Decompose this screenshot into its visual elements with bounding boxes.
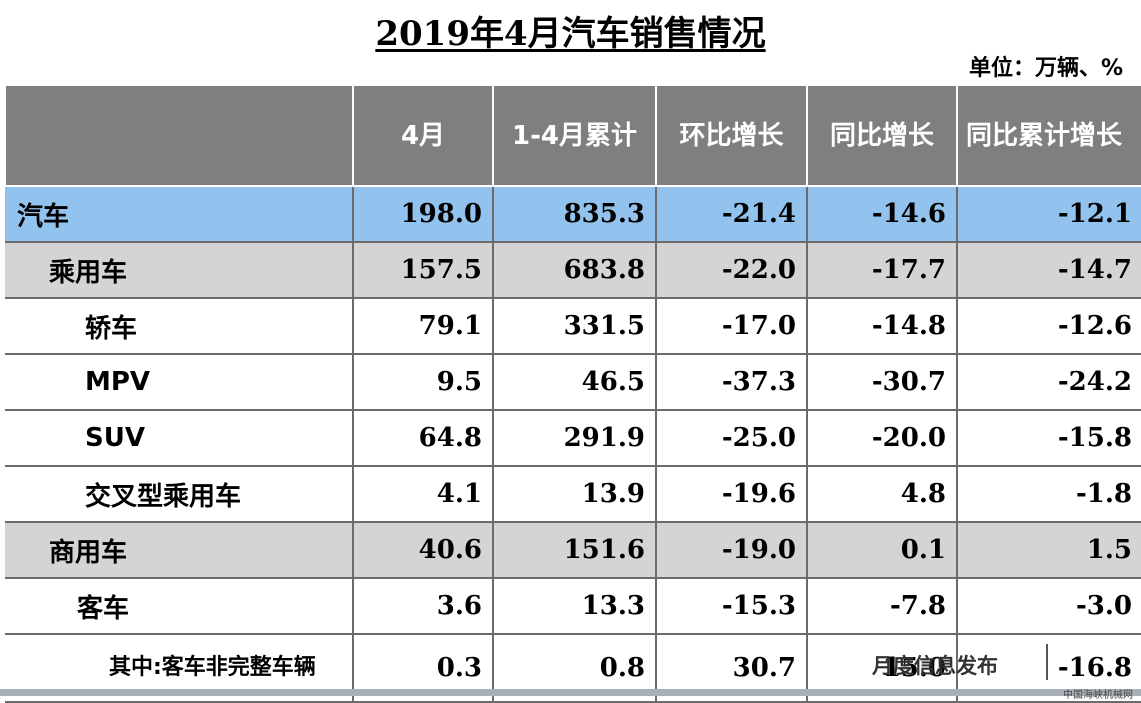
cell-cumulative: 291.9 — [492, 410, 656, 466]
table-row: 轿车 79.1 331.5 -17.0 -14.8 -12.6 — [5, 298, 1141, 354]
cell-april: 3.6 — [352, 578, 493, 634]
cell-april: 4.1 — [352, 466, 493, 522]
page-title: 2019年4月汽车销售情况 — [375, 14, 766, 54]
cell-mom: -37.3 — [655, 354, 807, 410]
cell-yoy: -14.8 — [806, 298, 957, 354]
cell-mom: -19.0 — [655, 522, 807, 578]
table-row: 客车 3.6 13.3 -15.3 -7.8 -3.0 — [5, 578, 1141, 634]
cell-yoy-cumulative: 1.5 — [956, 522, 1141, 578]
cell-cumulative: 46.5 — [492, 354, 656, 410]
cell-april: 79.1 — [352, 298, 493, 354]
bottom-bar — [0, 689, 1141, 696]
row-label: 客车 — [5, 578, 353, 634]
cell-cumulative: 331.5 — [492, 298, 656, 354]
cell-yoy-cumulative: -1.8 — [956, 466, 1141, 522]
cell-mom: -21.4 — [655, 186, 807, 242]
cell-yoy-cumulative: -12.1 — [956, 186, 1141, 242]
cell-yoy: 4.8 — [806, 466, 957, 522]
unit-label: 单位：万辆、% — [968, 56, 1123, 81]
cell-mom: -22.0 — [655, 242, 807, 298]
row-label: 乘用车 — [5, 242, 353, 298]
header-yoy-growth: 同比增长 — [806, 84, 958, 187]
cell-cumulative: 13.9 — [492, 466, 656, 522]
header-mom-growth: 环比增长 — [655, 84, 808, 187]
table-row: MPV 9.5 46.5 -37.3 -30.7 -24.2 — [5, 354, 1141, 410]
footer-label: 月度信息发布 — [872, 654, 998, 678]
row-label: 交叉型乘用车 — [5, 466, 353, 522]
cell-yoy: 0.1 — [806, 522, 957, 578]
sales-table: 4月 1-4月累计 环比增长 同比增长 同比累计增长 汽车 198.0 835.… — [4, 84, 1141, 703]
cell-yoy-cumulative: -12.6 — [956, 298, 1141, 354]
header-april: 4月 — [352, 84, 494, 187]
cell-yoy: -30.7 — [806, 354, 957, 410]
cell-cumulative: 835.3 — [492, 186, 656, 242]
table-row: 汽车 198.0 835.3 -21.4 -14.6 -12.1 — [5, 186, 1141, 242]
table-row: 商用车 40.6 151.6 -19.0 0.1 1.5 — [5, 522, 1141, 578]
header-yoy-cumulative-growth: 同比累计增长 — [956, 84, 1141, 187]
row-label: 商用车 — [5, 522, 353, 578]
cell-yoy-cumulative: -3.0 — [956, 578, 1141, 634]
header-category — [4, 84, 354, 187]
cell-april: 9.5 — [352, 354, 493, 410]
row-label: 轿车 — [5, 298, 353, 354]
header-jan-apr-cumulative: 1-4月累计 — [492, 84, 657, 187]
cell-yoy-cumulative: -15.8 — [956, 410, 1141, 466]
footer-divider — [1046, 644, 1048, 680]
cell-yoy: -14.6 — [806, 186, 957, 242]
table-row: 交叉型乘用车 4.1 13.9 -19.6 4.8 -1.8 — [5, 466, 1141, 522]
cell-mom: -17.0 — [655, 298, 807, 354]
table-row: 乘用车 157.5 683.8 -22.0 -17.7 -14.7 — [5, 242, 1141, 298]
cell-yoy: -20.0 — [806, 410, 957, 466]
cell-april: 40.6 — [352, 522, 493, 578]
cell-yoy: -7.8 — [806, 578, 957, 634]
table-row: SUV 64.8 291.9 -25.0 -20.0 -15.8 — [5, 410, 1141, 466]
row-label: 汽车 — [5, 186, 353, 242]
row-label: MPV — [5, 354, 353, 410]
cell-april: 64.8 — [352, 410, 493, 466]
cell-yoy: -17.7 — [806, 242, 957, 298]
cell-april: 157.5 — [352, 242, 493, 298]
cell-yoy-cumulative: -14.7 — [956, 242, 1141, 298]
cell-cumulative: 13.3 — [492, 578, 656, 634]
row-label: SUV — [5, 410, 353, 466]
cell-mom: -25.0 — [655, 410, 807, 466]
header-row: 4月 1-4月累计 环比增长 同比增长 同比累计增长 — [4, 84, 1141, 187]
cell-cumulative: 683.8 — [492, 242, 656, 298]
cell-mom: -19.6 — [655, 466, 807, 522]
watermark: 中国海峡机械网 — [1063, 690, 1133, 701]
cell-cumulative: 151.6 — [492, 522, 656, 578]
cell-april: 198.0 — [352, 186, 493, 242]
cell-mom: -15.3 — [655, 578, 807, 634]
cell-yoy-cumulative: -24.2 — [956, 354, 1141, 410]
